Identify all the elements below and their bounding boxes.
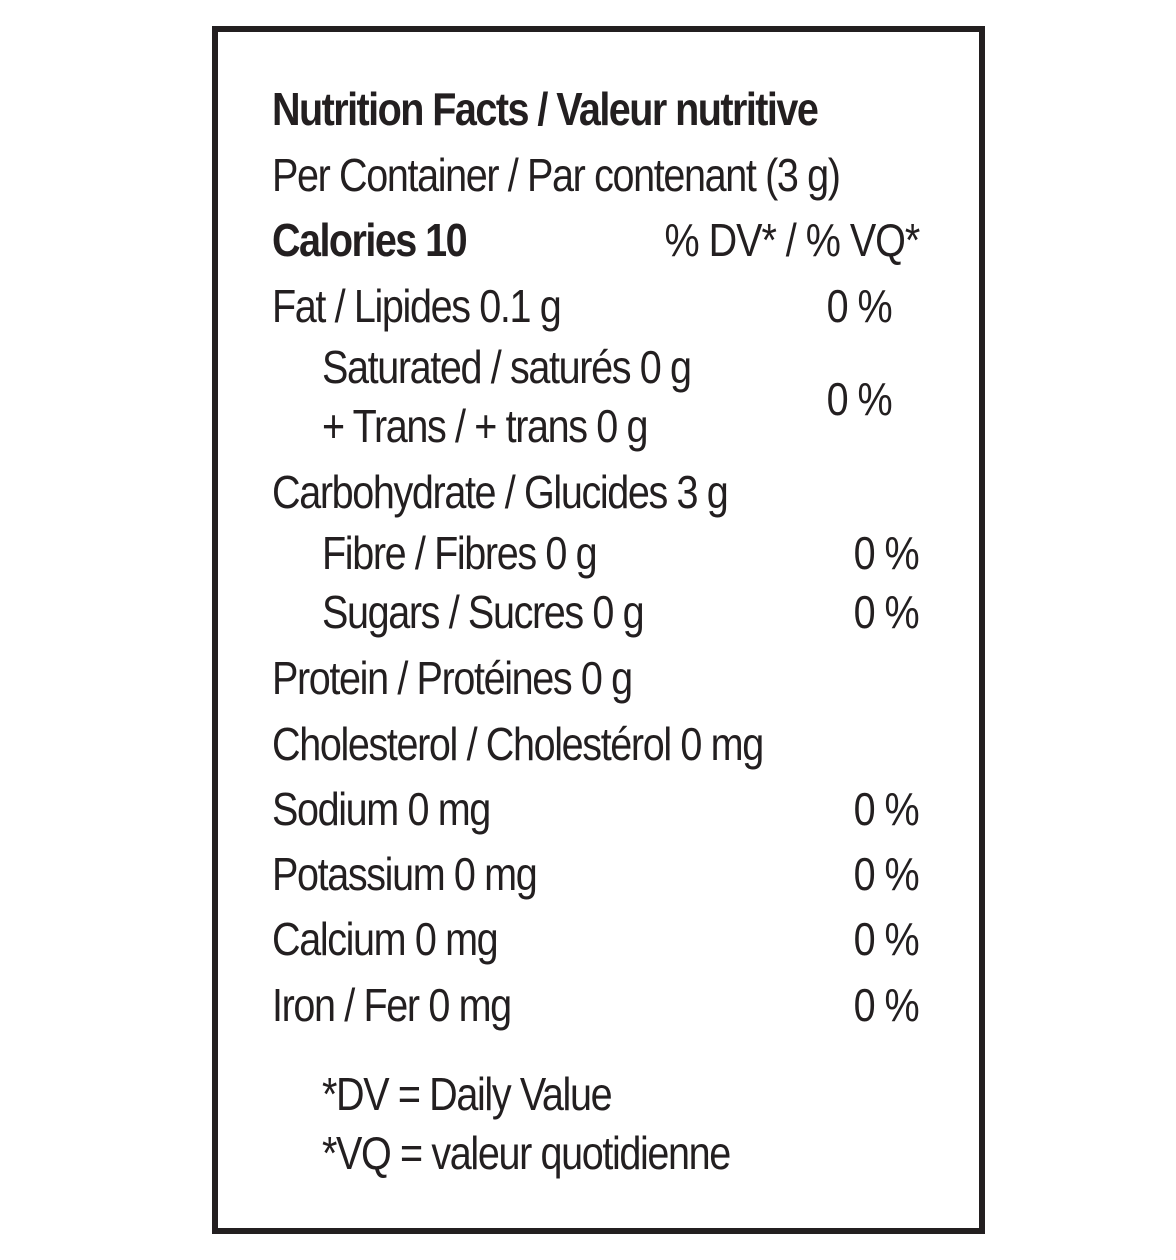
calories: Calories 10 [272, 214, 468, 266]
fat-row-label: Fat / Lipides 0.1 g [272, 280, 562, 332]
fibre-row-label: Fibre / Fibres 0 g [322, 527, 598, 579]
sugars-row-label: Sugars / Sucres 0 g [322, 586, 645, 638]
calcium-row-label: Calcium 0 mg [272, 913, 499, 965]
cholesterol-row-label: Cholesterol / Cholestérol 0 mg [272, 718, 764, 770]
iron-row-dv: 0 % [853, 979, 920, 1031]
protein-row-label: Protein / Protéines 0 g [272, 652, 633, 704]
saturated-row-label: Saturated / saturés 0 g [322, 341, 692, 393]
label-title: Nutrition Facts / Valeur nutritive [272, 83, 819, 135]
carbohydrate-row-label: Carbohydrate / Glucides 3 g [272, 466, 729, 518]
potassium-row-label: Potassium 0 mg [272, 848, 538, 900]
fibre-row-dv: 0 % [853, 527, 920, 579]
footnote-dv: *DV = Daily Value [322, 1068, 613, 1120]
calcium-row-dv: 0 % [853, 913, 920, 965]
nutrition-facts-panel [212, 26, 985, 1234]
sodium-row-dv: 0 % [853, 783, 920, 835]
footnote-vq: *VQ = valeur quotidienne [322, 1127, 731, 1179]
fat-row-dv: 0 % [826, 280, 893, 332]
sugars-row-dv: 0 % [853, 586, 920, 638]
serving-size: Per Container / Par contenant (3 g) [272, 149, 841, 201]
sodium-row-label: Sodium 0 mg [272, 783, 491, 835]
potassium-row-dv: 0 % [853, 848, 920, 900]
saturated-trans-dv: 0 % [826, 373, 893, 425]
trans-row-label: + Trans / + trans 0 g [322, 400, 649, 452]
dv-header: % DV* / % VQ* [664, 214, 920, 266]
iron-row-label: Iron / Fer 0 mg [272, 979, 512, 1031]
